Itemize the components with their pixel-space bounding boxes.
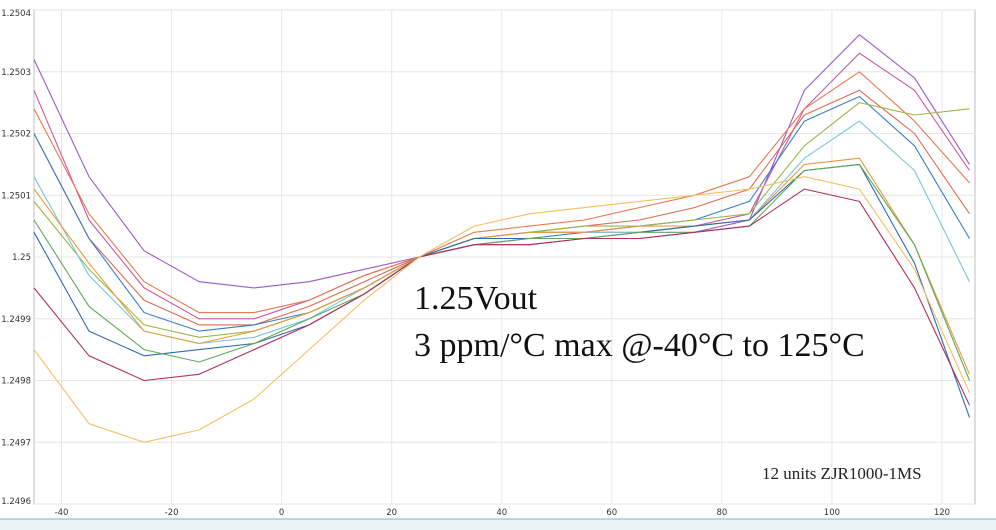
- series-line-10: [33, 163, 971, 381]
- grid-lines: [34, 9, 975, 505]
- x-tick-label: -40: [55, 508, 69, 518]
- annotation-tempco: 3 ppm/°C max @-40°C to 125°C: [414, 327, 865, 364]
- x-tick-label: 120: [934, 508, 950, 518]
- bottom-accent-bar: [0, 519, 996, 530]
- x-tick-label: 20: [386, 508, 397, 518]
- y-tick-label: 1.2499: [1, 315, 31, 325]
- series-line-11: [33, 188, 970, 406]
- x-tick-label: 80: [716, 508, 727, 518]
- series-line-8: [33, 157, 971, 375]
- y-tick-label: 1.2498: [1, 377, 31, 387]
- y-tick-label: 1.2503: [1, 68, 31, 78]
- x-tick-label: 60: [606, 508, 617, 518]
- y-tick-label: 1.2501: [1, 191, 31, 201]
- series-line-12: [33, 176, 971, 443]
- series-line-3: [33, 71, 970, 314]
- x-tick-label: 0: [279, 508, 284, 518]
- annotation-units: 12 units ZJR1000-1MS: [762, 464, 922, 483]
- y-tick-label: 1.2497: [1, 438, 31, 448]
- x-tick-label: 100: [824, 508, 840, 518]
- series-lines: [33, 34, 971, 443]
- y-tick-label: 1.2496: [1, 497, 31, 507]
- annotation-vout: 1.25Vout: [414, 280, 538, 317]
- x-tick-label: 40: [496, 508, 507, 518]
- tick-labels: -40 -20 0 20 40 60 80 100 120 1.2496 1.2497 1.2498 1…: [1, 9, 950, 518]
- y-tick-label: 1.2504: [1, 9, 31, 19]
- y-tick-label: 1.2502: [1, 130, 31, 140]
- y-tick-label: 1.25: [12, 253, 31, 263]
- x-tick-label: -20: [165, 508, 179, 518]
